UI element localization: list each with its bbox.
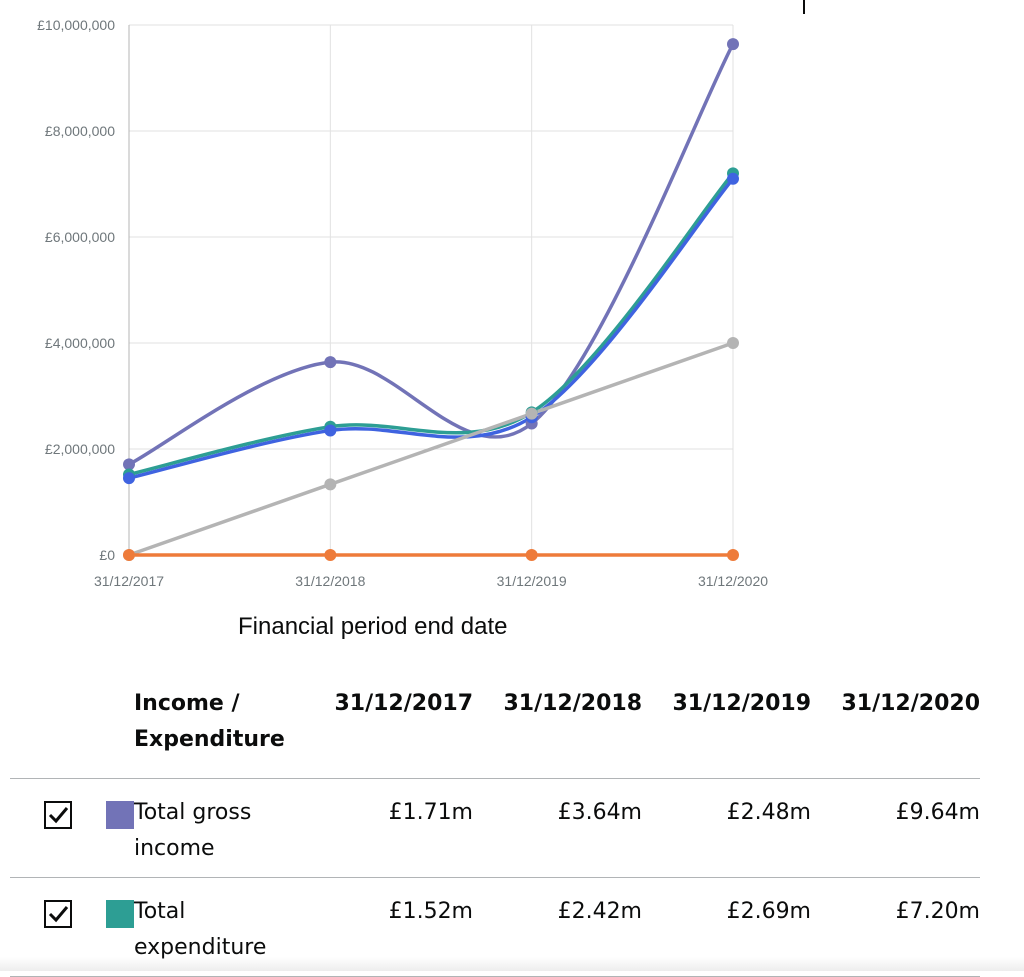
- header-col-2019: 31/12/2019: [672, 691, 811, 716]
- series-point-3: [324, 478, 337, 491]
- series-point-3: [727, 337, 739, 349]
- cell-value: £2.69m: [726, 899, 811, 924]
- row-label: Total expenditure: [134, 899, 267, 960]
- header-income-expenditure: Income / Expenditure: [134, 691, 285, 752]
- x-tick-label: 31/12/2018: [295, 573, 365, 589]
- y-tick-label: £2,000,000: [45, 441, 115, 457]
- table-header-row: Income / Expenditure 31/12/2017 31/12/20…: [10, 686, 980, 779]
- series-point-4: [123, 549, 135, 561]
- table-row: Total gross income £1.71m £3.64m £2.48m …: [10, 779, 980, 878]
- chart-points: [123, 38, 739, 561]
- data-table: Income / Expenditure 31/12/2017 31/12/20…: [10, 686, 980, 977]
- total-expenditure-checkbox[interactable]: [44, 900, 72, 928]
- series-point-4: [525, 549, 538, 561]
- cell-value: £3.64m: [557, 800, 642, 825]
- cell-value: £2.42m: [557, 899, 642, 924]
- series-line-0: [127, 42, 735, 467]
- series-color-swatch: [106, 900, 134, 928]
- series-point-3: [525, 407, 538, 420]
- y-tick-label: £10,000,000: [37, 17, 115, 33]
- series-point-0: [727, 38, 739, 51]
- x-tick-label: 31/12/2019: [497, 573, 567, 589]
- series-line-2: [127, 176, 735, 480]
- y-tick-label: £6,000,000: [45, 229, 115, 245]
- series-point-0: [324, 356, 337, 369]
- header-col-2018: 31/12/2018: [503, 691, 642, 716]
- series-point-2: [123, 472, 135, 485]
- series-point-2: [727, 172, 739, 185]
- series-line-1: [127, 171, 735, 477]
- x-axis-label: Financial period end date: [238, 613, 508, 640]
- bottom-fade: [0, 957, 1024, 971]
- header-col-2020: 31/12/2020: [841, 691, 980, 716]
- header-col-2017: 31/12/2017: [334, 691, 473, 716]
- x-tick-label: 31/12/2017: [94, 573, 164, 589]
- y-axis-ticks: £0 £2,000,000 £4,000,000 £6,000,000 £8,000,0…: [37, 17, 115, 563]
- cell-value: £1.71m: [388, 800, 473, 825]
- series-point-0: [123, 458, 135, 471]
- y-tick-label: £4,000,000: [45, 335, 115, 351]
- chart-series: [127, 42, 735, 557]
- series-point-4: [324, 549, 337, 561]
- x-tick-label: 31/12/2020: [698, 573, 768, 589]
- x-axis-ticks: 31/12/2017 31/12/2018 31/12/2019 31/12/2020: [94, 573, 768, 589]
- y-tick-label: £0: [99, 547, 115, 563]
- text-cursor: [803, 0, 805, 14]
- total-gross-income-checkbox[interactable]: [44, 801, 72, 829]
- cell-value: £9.64m: [895, 800, 980, 825]
- y-tick-label: £8,000,000: [45, 123, 115, 139]
- chart-grid: [128, 24, 734, 556]
- series-line-3: [127, 341, 735, 557]
- series-point-2: [324, 424, 337, 437]
- cell-value: £1.52m: [388, 899, 473, 924]
- series-point-4: [727, 549, 739, 561]
- checkmark-icon: [48, 906, 69, 923]
- checkmark-icon: [48, 807, 69, 824]
- series-color-swatch: [106, 801, 134, 829]
- line-chart: £0 £2,000,000 £4,000,000 £6,000,000 £8,000,0…: [37, 17, 768, 589]
- cell-value: £2.48m: [726, 800, 811, 825]
- row-label: Total gross income: [134, 800, 252, 861]
- cell-value: £7.20m: [895, 899, 980, 924]
